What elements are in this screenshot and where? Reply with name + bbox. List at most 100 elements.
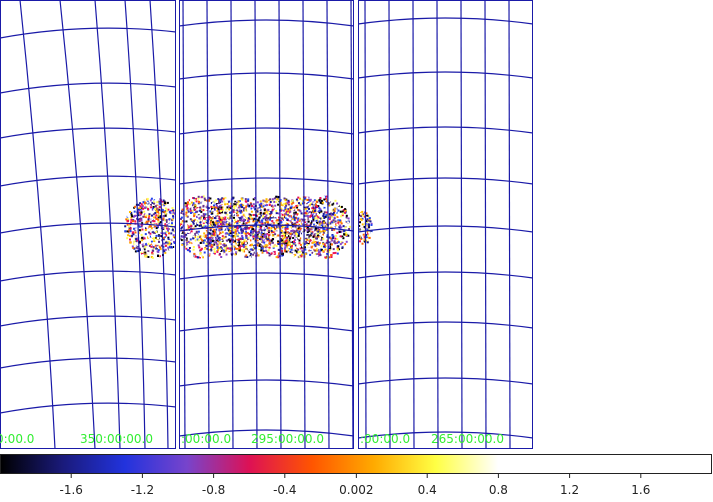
colorbar-gradient[interactable] (0, 454, 712, 474)
sky-pixel (197, 208, 200, 211)
sky-pixel (220, 205, 223, 207)
grid-meridian (182, 0, 186, 449)
sky-pixel (248, 251, 251, 254)
sky-pixel (306, 255, 309, 258)
image-frame-right[interactable]: :00:00.0 265:00:00.0 (353, 0, 534, 449)
sky-pixel (224, 196, 227, 199)
sky-pixel (334, 244, 337, 247)
sky-pixel (160, 232, 163, 234)
sky-pixel (216, 250, 219, 253)
sky-pixel (185, 220, 188, 223)
sky-pixel (329, 251, 332, 254)
sky-pixel (188, 241, 191, 244)
sky-pixel (245, 230, 248, 233)
sky-pixel (145, 244, 148, 247)
sky-pixel (144, 241, 147, 244)
sky-pixel (305, 206, 308, 209)
sky-pixel (267, 197, 270, 200)
sky-pixel (347, 215, 350, 218)
sky-pixel (307, 223, 310, 226)
sky-pixel (220, 226, 223, 229)
sky-pixel (318, 221, 321, 224)
sky-pixel (200, 203, 203, 206)
colorbar-tick-label: 0.8 (489, 483, 508, 497)
grid-parallel (358, 17, 533, 25)
sky-pixel (307, 228, 310, 231)
sky-pixel (157, 237, 159, 239)
sky-pixel (295, 233, 298, 235)
sky-pixel (283, 197, 286, 200)
sky-pixel (319, 197, 322, 199)
sky-pixel (278, 199, 281, 202)
grid-parallel (179, 177, 354, 185)
sky-pixel (141, 239, 144, 242)
sky-pixel (249, 214, 252, 217)
sky-pixel (268, 254, 271, 257)
image-frame-left[interactable]: 0:00.0 350:00:00.0 (0, 0, 181, 449)
sky-pixel (155, 209, 158, 212)
sky-pixel (354, 224, 356, 226)
sky-pixel (368, 217, 371, 220)
sky-pixel (259, 218, 262, 221)
sky-pixel (204, 231, 207, 234)
sky-pixel (289, 233, 292, 236)
sky-pixel (261, 235, 264, 238)
sky-pixel (162, 217, 165, 220)
sky-pixel (281, 242, 284, 245)
colorbar[interactable]: -1.6 -1.2 -0.8 -0.4 0.002 0.4 0.8 1.2 1.6 (0, 454, 712, 498)
sky-pixel (287, 203, 290, 206)
sky-pixel (153, 244, 155, 246)
sky-pixel (226, 247, 229, 250)
sky-pixel (257, 233, 260, 235)
sky-pixel (159, 216, 162, 219)
sky-pixel (279, 220, 282, 222)
sky-pixel (197, 215, 200, 218)
image-frame-middle[interactable]: :00:00.0 295:00:00.0 (176, 0, 354, 449)
sky-pixel (293, 212, 296, 215)
sky-pixel (193, 252, 196, 255)
sky-pixel (296, 231, 299, 234)
sky-pixel (222, 234, 225, 236)
sky-pixel (337, 209, 340, 212)
sky-pixel (182, 230, 185, 233)
sky-pixel (162, 199, 165, 202)
sky-pixel (203, 239, 206, 242)
sky-pixel (143, 248, 146, 251)
sky-pixel (304, 253, 307, 255)
sky-pixel (223, 253, 226, 256)
sky-pixel (216, 220, 219, 222)
sky-pixel (249, 231, 252, 234)
sky-pixel (269, 212, 272, 215)
sky-pixel (139, 248, 141, 251)
colorbar-tick-label: 0.002 (339, 483, 373, 497)
sky-pixel (209, 232, 212, 235)
sky-pixel (247, 228, 250, 231)
colorbar-tick-label: -1.6 (59, 483, 82, 497)
coordinate-grid-middle (179, 0, 354, 449)
sky-pixel (179, 238, 182, 241)
sky-pixel (267, 214, 270, 217)
sky-pixel (283, 236, 286, 239)
sky-pixel (146, 197, 149, 200)
sky-pixel (347, 234, 350, 237)
sky-pixel (216, 235, 219, 238)
sky-pixel (363, 236, 365, 239)
sky-pixel (154, 212, 157, 214)
sky-pixel (276, 225, 278, 228)
sky-pixel (238, 233, 241, 236)
sky-pixel (332, 237, 335, 240)
sky-pixel (308, 207, 310, 210)
sky-pixel (331, 203, 334, 206)
sky-pixel (308, 251, 311, 254)
sky-pixel (314, 235, 317, 238)
sky-pixel (284, 231, 287, 234)
sky-pixel (241, 206, 244, 209)
sky-pixel (278, 252, 281, 255)
sky-pixel (223, 227, 226, 230)
sky-pixel (157, 219, 160, 221)
sky-pixel (186, 232, 188, 235)
sky-pixel (141, 205, 144, 208)
sky-pixel (194, 255, 197, 258)
sky-pixel (226, 221, 229, 224)
